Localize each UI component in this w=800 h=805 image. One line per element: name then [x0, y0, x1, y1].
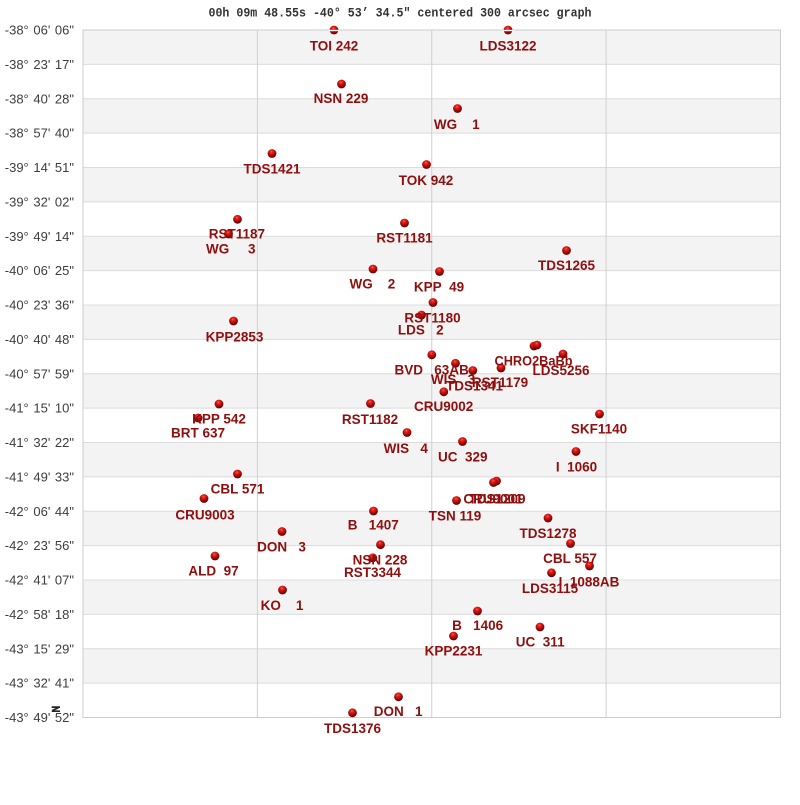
- svg-text:TSN 119: TSN 119: [429, 509, 482, 524]
- svg-text:TDS1376: TDS1376: [324, 721, 382, 736]
- svg-text:CRU9001: CRU9001: [463, 492, 523, 507]
- svg-text:KO 1: KO 1: [261, 598, 304, 613]
- svg-text:KPP2853: KPP2853: [206, 330, 264, 345]
- svg-text:RST3344: RST3344: [344, 565, 402, 580]
- svg-text:-42° 41' 07": -42° 41' 07": [5, 573, 75, 588]
- svg-text:SKF1140: SKF1140: [571, 422, 627, 437]
- svg-text:UC 311: UC 311: [516, 635, 565, 650]
- svg-text:TDS1341: TDS1341: [446, 379, 504, 394]
- svg-text:TDS1421: TDS1421: [243, 162, 301, 177]
- svg-text:-43° 49' 52": -43° 49' 52": [5, 710, 75, 725]
- svg-text:WIS 4: WIS 4: [384, 441, 429, 456]
- svg-text:KPP2231: KPP2231: [425, 644, 483, 659]
- svg-text:-40° 57' 59": -40° 57' 59": [5, 366, 75, 381]
- svg-text:LDS3122: LDS3122: [479, 39, 536, 54]
- svg-text:RST1181: RST1181: [376, 231, 433, 246]
- svg-text:B 1407: B 1407: [348, 518, 399, 533]
- svg-text:BRT 637: BRT 637: [171, 426, 225, 441]
- svg-text:WG 3: WG 3: [206, 241, 256, 256]
- svg-text:RST1179: RST1179: [472, 375, 528, 390]
- svg-text:LDS 2: LDS 2: [398, 323, 444, 338]
- svg-text:ALD 97: ALD 97: [188, 564, 238, 579]
- svg-text:LDS3115: LDS3115: [522, 581, 579, 596]
- svg-text:-41° 49' 33": -41° 49' 33": [5, 469, 75, 484]
- svg-text:NSN 228: NSN 228: [353, 552, 408, 567]
- svg-text:LDS5256: LDS5256: [532, 363, 590, 378]
- svg-text:-43° 32' 41": -43° 32' 41": [5, 676, 75, 691]
- svg-text:WG 2: WG 2: [350, 276, 396, 291]
- svg-text:B 1406: B 1406: [452, 618, 504, 633]
- svg-text:-41° 32' 22": -41° 32' 22": [5, 435, 75, 450]
- svg-text:-39° 14' 51": -39° 14' 51": [5, 160, 75, 175]
- svg-text:-38° 06' 06": -38° 06' 06": [5, 23, 75, 38]
- svg-text:DON 1: DON 1: [374, 704, 423, 719]
- svg-text:-40° 23' 36": -40° 23' 36": [5, 298, 75, 313]
- svg-text:DON 3: DON 3: [257, 540, 306, 555]
- svg-text:WG 1: WG 1: [434, 117, 480, 132]
- svg-text:-42° 23' 56": -42° 23' 56": [5, 538, 75, 553]
- svg-text:TOK 942: TOK 942: [399, 173, 454, 188]
- svg-text:-39° 32' 02": -39° 32' 02": [5, 194, 75, 209]
- svg-text:-40° 06' 25": -40° 06' 25": [5, 263, 75, 278]
- svg-text:-40° 40' 48": -40° 40' 48": [5, 332, 75, 347]
- svg-text:UC 329: UC 329: [438, 450, 488, 465]
- svg-text:CRU9002: CRU9002: [414, 399, 473, 414]
- svg-text:BVD 63AB: BVD 63AB: [395, 362, 470, 377]
- svg-text:I 1060: I 1060: [556, 460, 597, 475]
- svg-text:RST1182: RST1182: [342, 412, 398, 427]
- svg-text:-42° 58' 18": -42° 58' 18": [5, 607, 75, 622]
- svg-text:CHRO2BaBb: CHRO2BaBb: [495, 354, 573, 369]
- svg-text:WIS 3: WIS 3: [431, 372, 476, 387]
- svg-text:CRU9003: CRU9003: [175, 508, 235, 523]
- svg-text:NSN 229: NSN 229: [314, 91, 369, 106]
- svg-text:TDS1265: TDS1265: [538, 258, 596, 273]
- svg-text:CBL 557: CBL 557: [543, 551, 597, 566]
- svg-text:KPP 542: KPP 542: [192, 412, 246, 427]
- svg-text:TOI 242: TOI 242: [310, 39, 359, 54]
- svg-text:-38° 40' 28": -38° 40' 28": [5, 91, 75, 106]
- svg-text:KPP 49: KPP 49: [414, 280, 464, 295]
- svg-text:-39° 49' 14": -39° 49' 14": [5, 229, 75, 244]
- svg-text:TDS1209: TDS1209: [468, 492, 525, 507]
- svg-text:RST1187: RST1187: [209, 227, 265, 242]
- svg-text:-42° 06' 44": -42° 06' 44": [5, 504, 75, 519]
- svg-text:00h 09m 48.55s -40° 53’ 34.5": 00h 09m 48.55s -40° 53’ 34.5" centered 3…: [209, 7, 592, 21]
- svg-text:RST1180: RST1180: [404, 311, 460, 326]
- svg-text:-43° 15' 29": -43° 15' 29": [5, 641, 75, 656]
- svg-text:-38° 23' 17": -38° 23' 17": [5, 57, 75, 72]
- svg-text:I 1088AB: I 1088AB: [559, 575, 620, 590]
- svg-text:CBL 571: CBL 571: [211, 482, 265, 497]
- svg-text:-38° 57' 40": -38° 57' 40": [5, 126, 75, 141]
- svg-text:-41° 15' 10": -41° 15' 10": [5, 401, 75, 416]
- svg-text:TDS1278: TDS1278: [519, 526, 577, 541]
